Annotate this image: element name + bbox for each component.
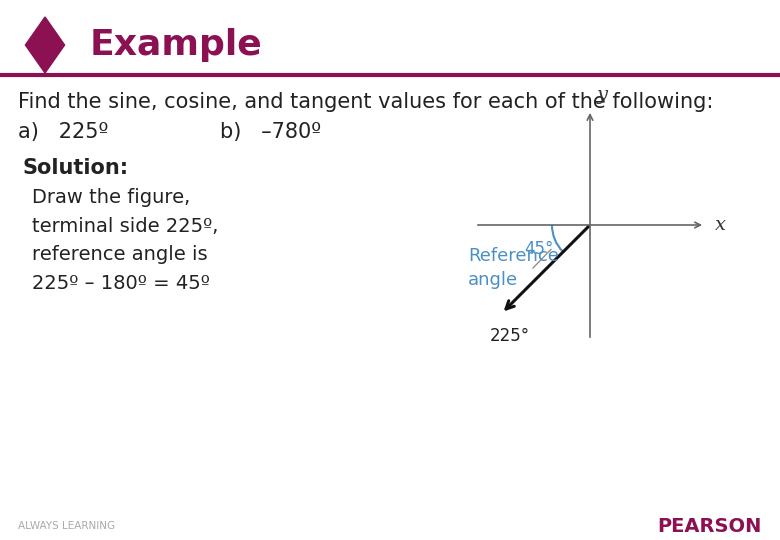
Text: Solution:: Solution: [22, 158, 128, 178]
Text: Find the sine, cosine, and tangent values for each of the following:: Find the sine, cosine, and tangent value… [18, 92, 714, 112]
Text: Example: Example [90, 28, 263, 62]
Text: PEARSON: PEARSON [658, 516, 762, 536]
Text: ALWAYS LEARNING: ALWAYS LEARNING [18, 521, 115, 531]
Text: Draw the figure,
terminal side 225º,
reference angle is
225º – 180º = 45º: Draw the figure, terminal side 225º, ref… [32, 188, 218, 293]
Text: a)   225º: a) 225º [18, 122, 108, 142]
Text: x: x [715, 216, 726, 234]
Text: Reference
angle: Reference angle [468, 247, 559, 289]
Text: 225°: 225° [490, 327, 530, 346]
Text: b)   –780º: b) –780º [220, 122, 321, 142]
Text: 45°: 45° [525, 240, 554, 258]
Polygon shape [26, 17, 65, 73]
Text: y: y [597, 86, 608, 104]
